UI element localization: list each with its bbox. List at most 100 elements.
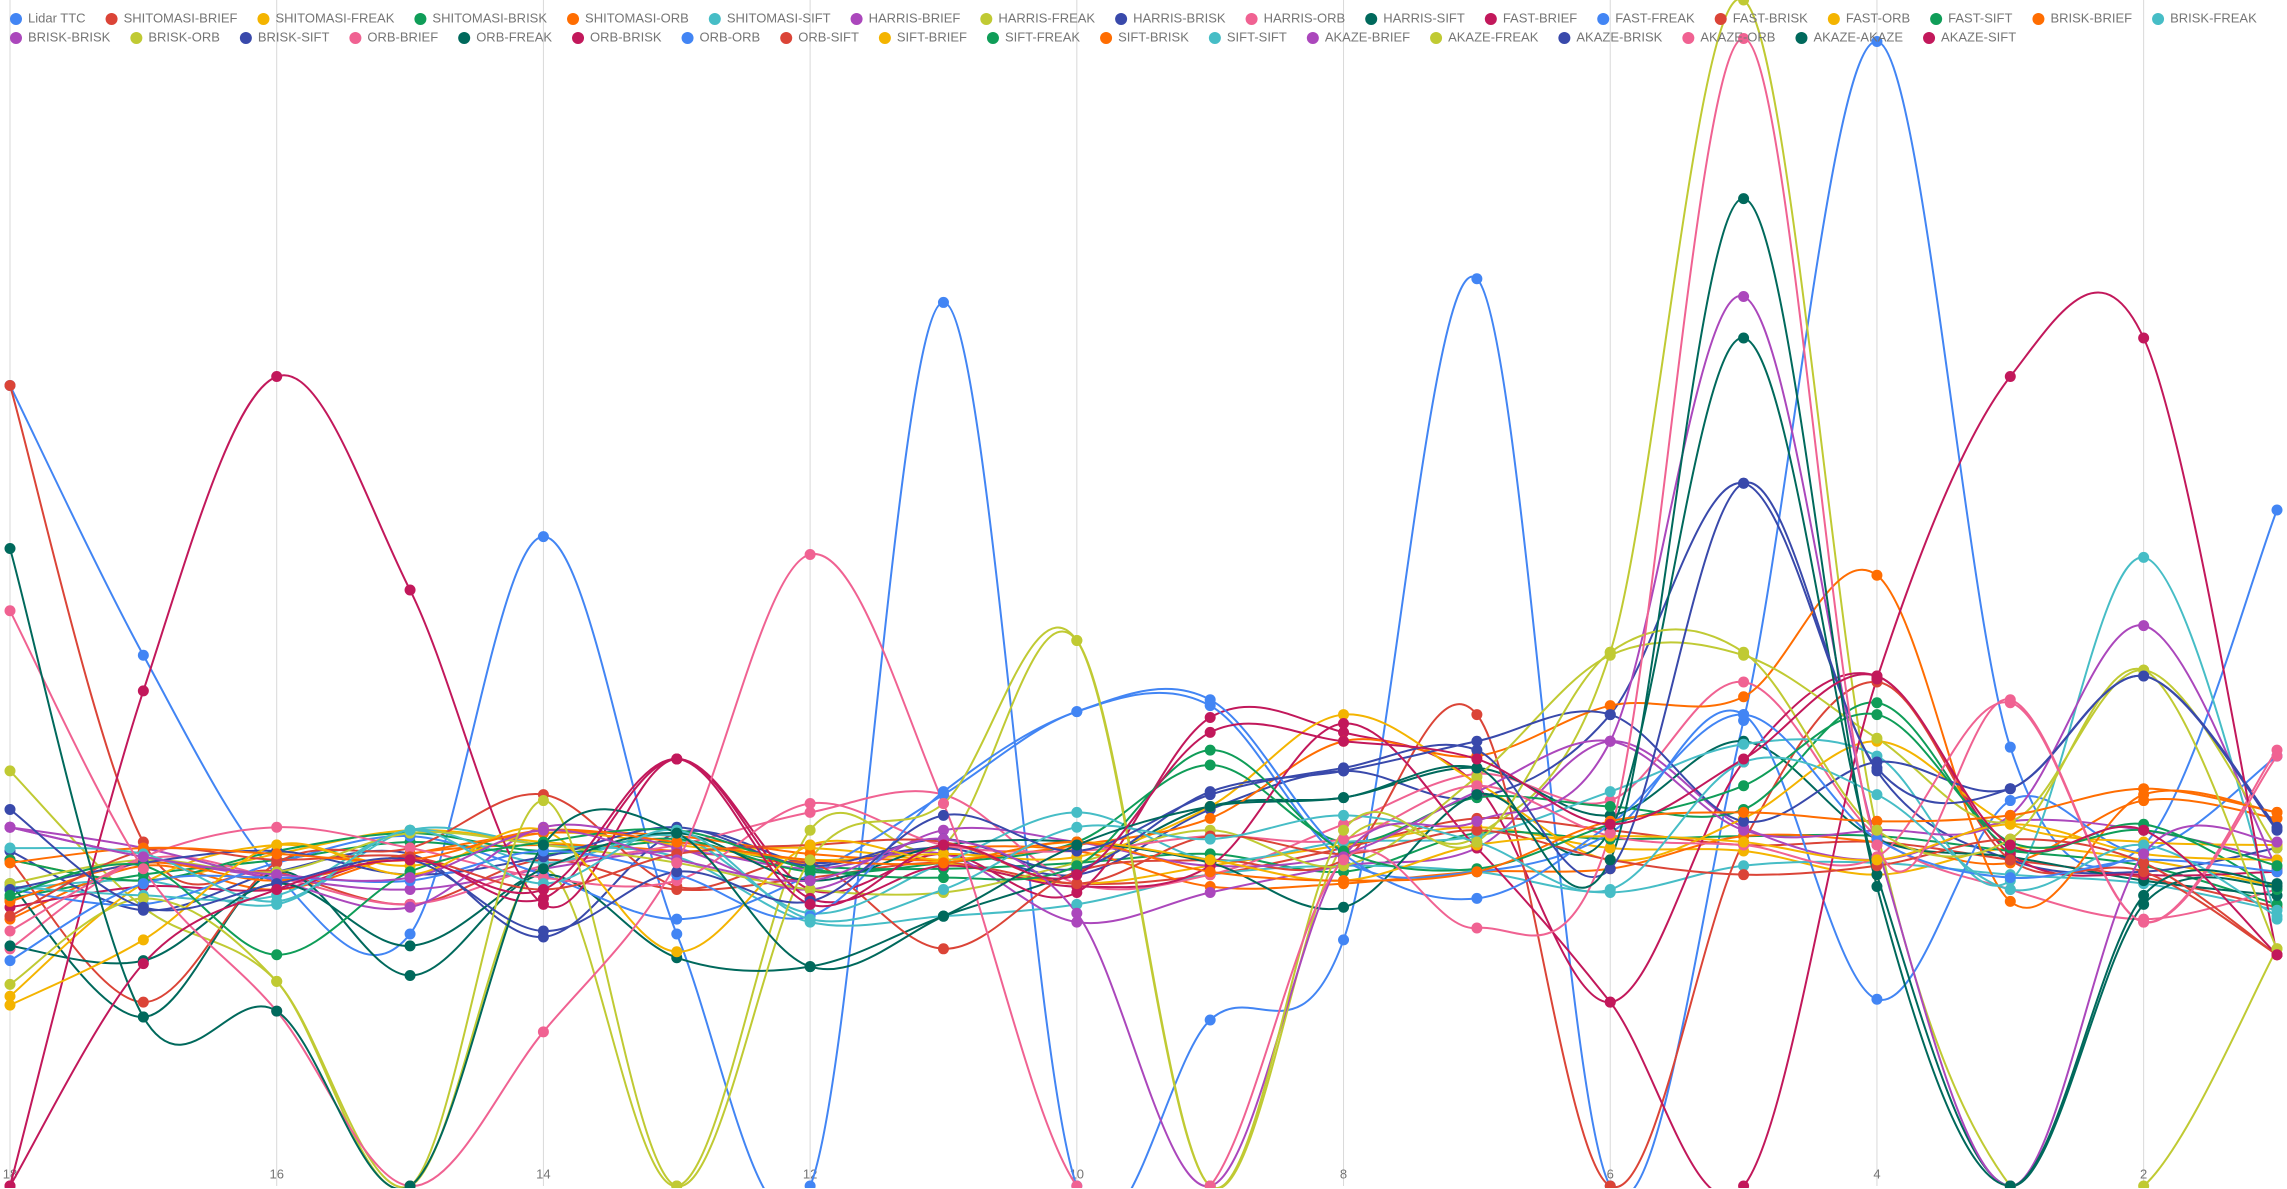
legend-label: SHITOMASI-FREAK	[275, 10, 394, 25]
data-point	[937, 943, 949, 955]
data-point	[1071, 860, 1083, 872]
legend-label: SHITOMASI-BRIEF	[124, 10, 238, 25]
data-point	[404, 872, 416, 884]
data-point	[671, 928, 683, 940]
legend-label: AKAZE-SIFT	[1941, 29, 2016, 44]
legend-marker	[567, 13, 580, 25]
data-point	[1738, 806, 1750, 818]
data-point	[1471, 735, 1483, 747]
data-point	[271, 975, 283, 987]
series-line	[9, 740, 2278, 1018]
data-point	[2004, 884, 2016, 895]
data-point	[2271, 824, 2283, 836]
data-point	[937, 798, 949, 810]
data-point	[137, 996, 149, 1008]
data-point	[1471, 744, 1483, 756]
data-point	[404, 928, 416, 940]
data-point	[271, 839, 283, 851]
data-point	[1471, 753, 1483, 765]
legend-marker	[130, 32, 143, 44]
data-point	[1871, 762, 1883, 774]
data-point	[937, 910, 949, 922]
data-point	[1471, 824, 1483, 836]
data-point	[1071, 907, 1083, 919]
data-point	[4, 925, 16, 937]
legend-label: HARRIS-FREAK	[998, 10, 1095, 25]
data-point	[1738, 646, 1750, 658]
data-point	[1604, 827, 1616, 839]
data-point	[1738, 780, 1750, 792]
data-point	[1604, 996, 1616, 1008]
data-point	[671, 753, 683, 765]
data-point	[1871, 789, 1883, 801]
legend-marker	[572, 32, 585, 44]
legend-marker	[1484, 13, 1497, 25]
data-point	[671, 1180, 683, 1188]
data-point	[2271, 910, 2283, 922]
data-point	[804, 875, 816, 887]
data-point	[1204, 1014, 1216, 1026]
legend-label: FAST-SIFT	[1948, 10, 2012, 25]
legend-label: Lidar TTC	[28, 10, 86, 25]
data-point	[1204, 1180, 1216, 1188]
legend-marker	[2152, 13, 2165, 25]
data-point	[1738, 33, 1750, 45]
data-point	[804, 824, 816, 836]
data-point	[2271, 836, 2283, 848]
series-line	[9, 295, 2278, 1188]
data-point	[937, 824, 949, 836]
x-tick-label: 2	[2140, 1166, 2147, 1181]
data-point	[1738, 860, 1750, 872]
data-point	[271, 949, 283, 961]
data-point	[1738, 753, 1750, 765]
data-point	[1338, 824, 1350, 836]
data-point	[2138, 839, 2150, 851]
data-point	[404, 824, 416, 836]
series-line	[9, 291, 2278, 1188]
legend-label: BRISK-BRIEF	[2050, 10, 2132, 25]
data-point	[804, 913, 816, 925]
legend-label: AKAZE-AKAZE	[1813, 29, 1903, 44]
data-point	[1604, 786, 1616, 798]
series-line	[9, 680, 2278, 950]
legend-marker	[1714, 13, 1727, 25]
series-line	[9, 40, 2278, 1188]
series-line	[9, 37, 2278, 1188]
legend-label: HARRIS-ORB	[1264, 10, 1346, 25]
data-point	[1204, 812, 1216, 824]
data-point	[137, 649, 149, 661]
legend-label: SHITOMASI-BRISK	[432, 10, 547, 25]
data-point	[804, 806, 816, 818]
series-line	[9, 197, 2278, 1188]
data-point	[137, 685, 149, 697]
data-point	[1071, 839, 1083, 851]
data-point	[1738, 869, 1750, 881]
data-point	[1738, 836, 1750, 848]
legend-marker	[10, 13, 22, 25]
data-point	[1738, 709, 1750, 721]
data-point	[2138, 620, 2150, 632]
data-point	[2004, 371, 2016, 383]
legend-marker	[1923, 32, 1936, 44]
data-point	[1471, 771, 1483, 783]
data-point	[137, 863, 149, 875]
data-point	[271, 848, 283, 860]
data-point	[404, 1180, 416, 1188]
data-point	[1604, 735, 1616, 747]
data-point	[1871, 36, 1883, 48]
data-point	[804, 961, 816, 973]
data-point	[1604, 884, 1616, 895]
legend-marker	[1208, 32, 1221, 44]
data-point	[1471, 762, 1483, 774]
data-point	[2138, 783, 2150, 795]
legend-marker	[1795, 32, 1808, 44]
data-point	[1071, 706, 1083, 718]
data-point	[2004, 741, 2016, 753]
legend-label: HARRIS-BRIEF	[869, 10, 961, 25]
data-point	[4, 857, 16, 869]
data-point	[2271, 949, 2283, 961]
legend-marker	[1115, 13, 1128, 25]
data-point	[4, 910, 16, 922]
legend-label: ORB-BRISK	[590, 29, 662, 44]
